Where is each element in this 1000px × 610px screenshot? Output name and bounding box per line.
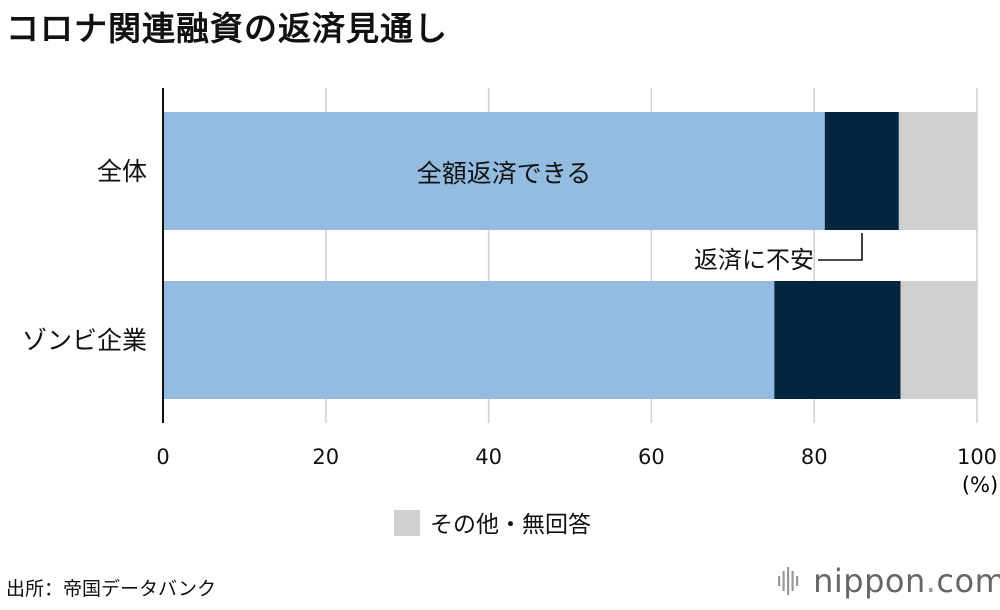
- callout-label: 返済に不安: [694, 246, 814, 274]
- legend-swatch: [394, 510, 420, 536]
- source-note: 出所：帝国データバンク: [6, 578, 216, 600]
- bars: [163, 112, 977, 399]
- category-label: 全体: [97, 157, 147, 186]
- x-tick-label: 0: [156, 445, 169, 469]
- x-unit-label: (%): [962, 473, 998, 497]
- nippon-logo: nippon.com: [778, 562, 1000, 602]
- x-tick-label: 60: [638, 445, 665, 469]
- x-tick-label: 100: [957, 445, 997, 469]
- x-tick-label: 40: [475, 445, 502, 469]
- inside-bar-label: 全額返済できる: [417, 159, 592, 188]
- bar-segment-1-2: [900, 281, 977, 399]
- callout-line: [818, 233, 863, 261]
- bar-segment-0-0: [163, 112, 825, 230]
- bar-segment-0-2: [898, 112, 977, 230]
- bar-segment-0-1: [824, 112, 899, 230]
- chart-title: コロナ関連融資の返済見通し: [6, 9, 448, 48]
- x-tick-labels: 0 20 40 60 80 100: [156, 445, 997, 469]
- brand-text: nippon.com: [813, 562, 1000, 600]
- sound-bars-icon: [778, 567, 799, 595]
- category-label: ゾンビ企業: [22, 326, 147, 355]
- bar-segment-1-0: [163, 281, 775, 399]
- legend-label: その他・無回答: [430, 512, 591, 538]
- x-tick-label: 20: [312, 445, 339, 469]
- x-tick-label: 80: [801, 445, 828, 469]
- bar-segment-1-1: [774, 281, 901, 399]
